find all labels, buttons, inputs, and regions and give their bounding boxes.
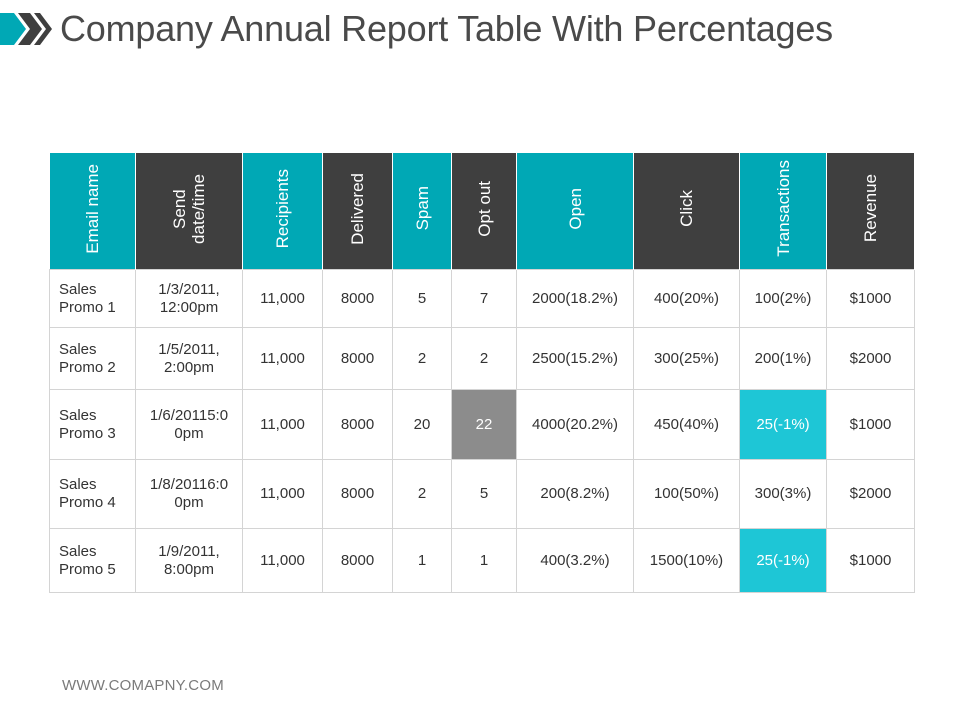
footer-url: WWW.COMAPNY.COM xyxy=(62,677,224,694)
table-row: Sales Promo 2 1/5/2011, 2:00pm 11,000 80… xyxy=(49,327,915,390)
column-header-label: Click xyxy=(677,190,696,227)
column-header-label: Send date/time xyxy=(170,173,208,244)
open-cell: 400(3.2%) xyxy=(516,528,634,593)
revenue-cell: $2000 xyxy=(826,459,915,529)
table-row: Sales Promo 1 1/3/2011, 12:00pm 11,000 8… xyxy=(49,269,915,328)
column-header-label: Open xyxy=(565,187,585,230)
delivered-cell: 8000 xyxy=(322,528,393,593)
column-header-label: Opt out xyxy=(474,180,494,237)
click-cell: 300(25%) xyxy=(633,327,740,390)
recipients-cell: 11,000 xyxy=(242,327,323,390)
column-header-label: Spam xyxy=(412,186,432,231)
transactions-cell-highlighted: 25(-1%) xyxy=(739,389,827,460)
report-table: Email name Send date/time Recipients Del… xyxy=(49,153,915,593)
transactions-cell: 300(3%) xyxy=(739,459,827,529)
open-cell: 2000(18.2%) xyxy=(516,269,634,328)
revenue-cell: $1000 xyxy=(826,389,915,460)
click-cell: 400(20%) xyxy=(633,269,740,328)
send-datetime-cell: 1/6/20115:0 0pm xyxy=(135,389,243,460)
transactions-cell: 200(1%) xyxy=(739,327,827,390)
open-cell: 200(8.2%) xyxy=(516,459,634,529)
click-cell: 100(50%) xyxy=(633,459,740,529)
send-datetime-cell: 1/9/2011, 8:00pm xyxy=(135,528,243,593)
optout-cell-highlighted: 22 xyxy=(451,389,517,460)
recipients-cell: 11,000 xyxy=(242,528,323,593)
send-datetime-cell: 1/8/20116:0 0pm xyxy=(135,459,243,529)
column-header: Revenue xyxy=(826,153,915,270)
transactions-cell-highlighted: 25(-1%) xyxy=(739,528,827,593)
email-name-cell: Sales Promo 2 xyxy=(49,327,136,390)
optout-cell: 1 xyxy=(451,528,517,593)
click-cell: 1500(10%) xyxy=(633,528,740,593)
delivered-cell: 8000 xyxy=(322,459,393,529)
spam-cell: 20 xyxy=(392,389,452,460)
column-header: Email name xyxy=(49,153,136,270)
revenue-cell: $1000 xyxy=(826,528,915,593)
delivered-cell: 8000 xyxy=(322,389,393,460)
recipients-cell: 11,000 xyxy=(242,459,323,529)
column-header: Transactions xyxy=(739,153,827,270)
transactions-cell: 100(2%) xyxy=(739,269,827,328)
spam-cell: 2 xyxy=(392,459,452,529)
column-header-label: Email name xyxy=(82,163,102,254)
optout-cell: 5 xyxy=(451,459,517,529)
table-row: Sales Promo 5 1/9/2011, 8:00pm 11,000 80… xyxy=(49,528,915,593)
column-header-label: Revenue xyxy=(861,174,880,243)
revenue-cell: $1000 xyxy=(826,269,915,328)
send-datetime-cell: 1/5/2011, 2:00pm xyxy=(135,327,243,390)
send-datetime-cell: 1/3/2011, 12:00pm xyxy=(135,269,243,328)
recipients-cell: 11,000 xyxy=(242,389,323,460)
spam-cell: 1 xyxy=(392,528,452,593)
spam-cell: 2 xyxy=(392,327,452,390)
delivered-cell: 8000 xyxy=(322,269,393,328)
column-header-label: Recipients xyxy=(273,168,292,249)
column-header: Recipients xyxy=(242,153,323,270)
open-cell: 4000(20.2%) xyxy=(516,389,634,460)
column-header: Open xyxy=(516,153,634,270)
click-cell: 450(40%) xyxy=(633,389,740,460)
column-header: Delivered xyxy=(322,153,393,270)
column-header-label: Delivered xyxy=(348,172,367,245)
table-row: Sales Promo 3 1/6/20115:0 0pm 11,000 800… xyxy=(49,389,915,460)
table-row: Sales Promo 4 1/8/20116:0 0pm 11,000 800… xyxy=(49,459,915,529)
delivered-cell: 8000 xyxy=(322,327,393,390)
chevron-arrows-icon xyxy=(0,13,52,45)
recipients-cell: 11,000 xyxy=(242,269,323,328)
page-title: Company Annual Report Table With Percent… xyxy=(60,8,833,49)
column-header: Send date/time xyxy=(135,153,243,270)
email-name-cell: Sales Promo 5 xyxy=(49,528,136,593)
column-header: Click xyxy=(633,153,740,270)
open-cell: 2500(15.2%) xyxy=(516,327,634,390)
column-header-label: Transactions xyxy=(773,160,793,257)
column-header: Opt out xyxy=(451,153,517,270)
optout-cell: 2 xyxy=(451,327,517,390)
column-header: Spam xyxy=(392,153,452,270)
header-row: Email name Send date/time Recipients Del… xyxy=(49,153,915,270)
email-name-cell: Sales Promo 1 xyxy=(49,269,136,328)
optout-cell: 7 xyxy=(451,269,517,328)
email-name-cell: Sales Promo 3 xyxy=(49,389,136,460)
spam-cell: 5 xyxy=(392,269,452,328)
email-name-cell: Sales Promo 4 xyxy=(49,459,136,529)
revenue-cell: $2000 xyxy=(826,327,915,390)
